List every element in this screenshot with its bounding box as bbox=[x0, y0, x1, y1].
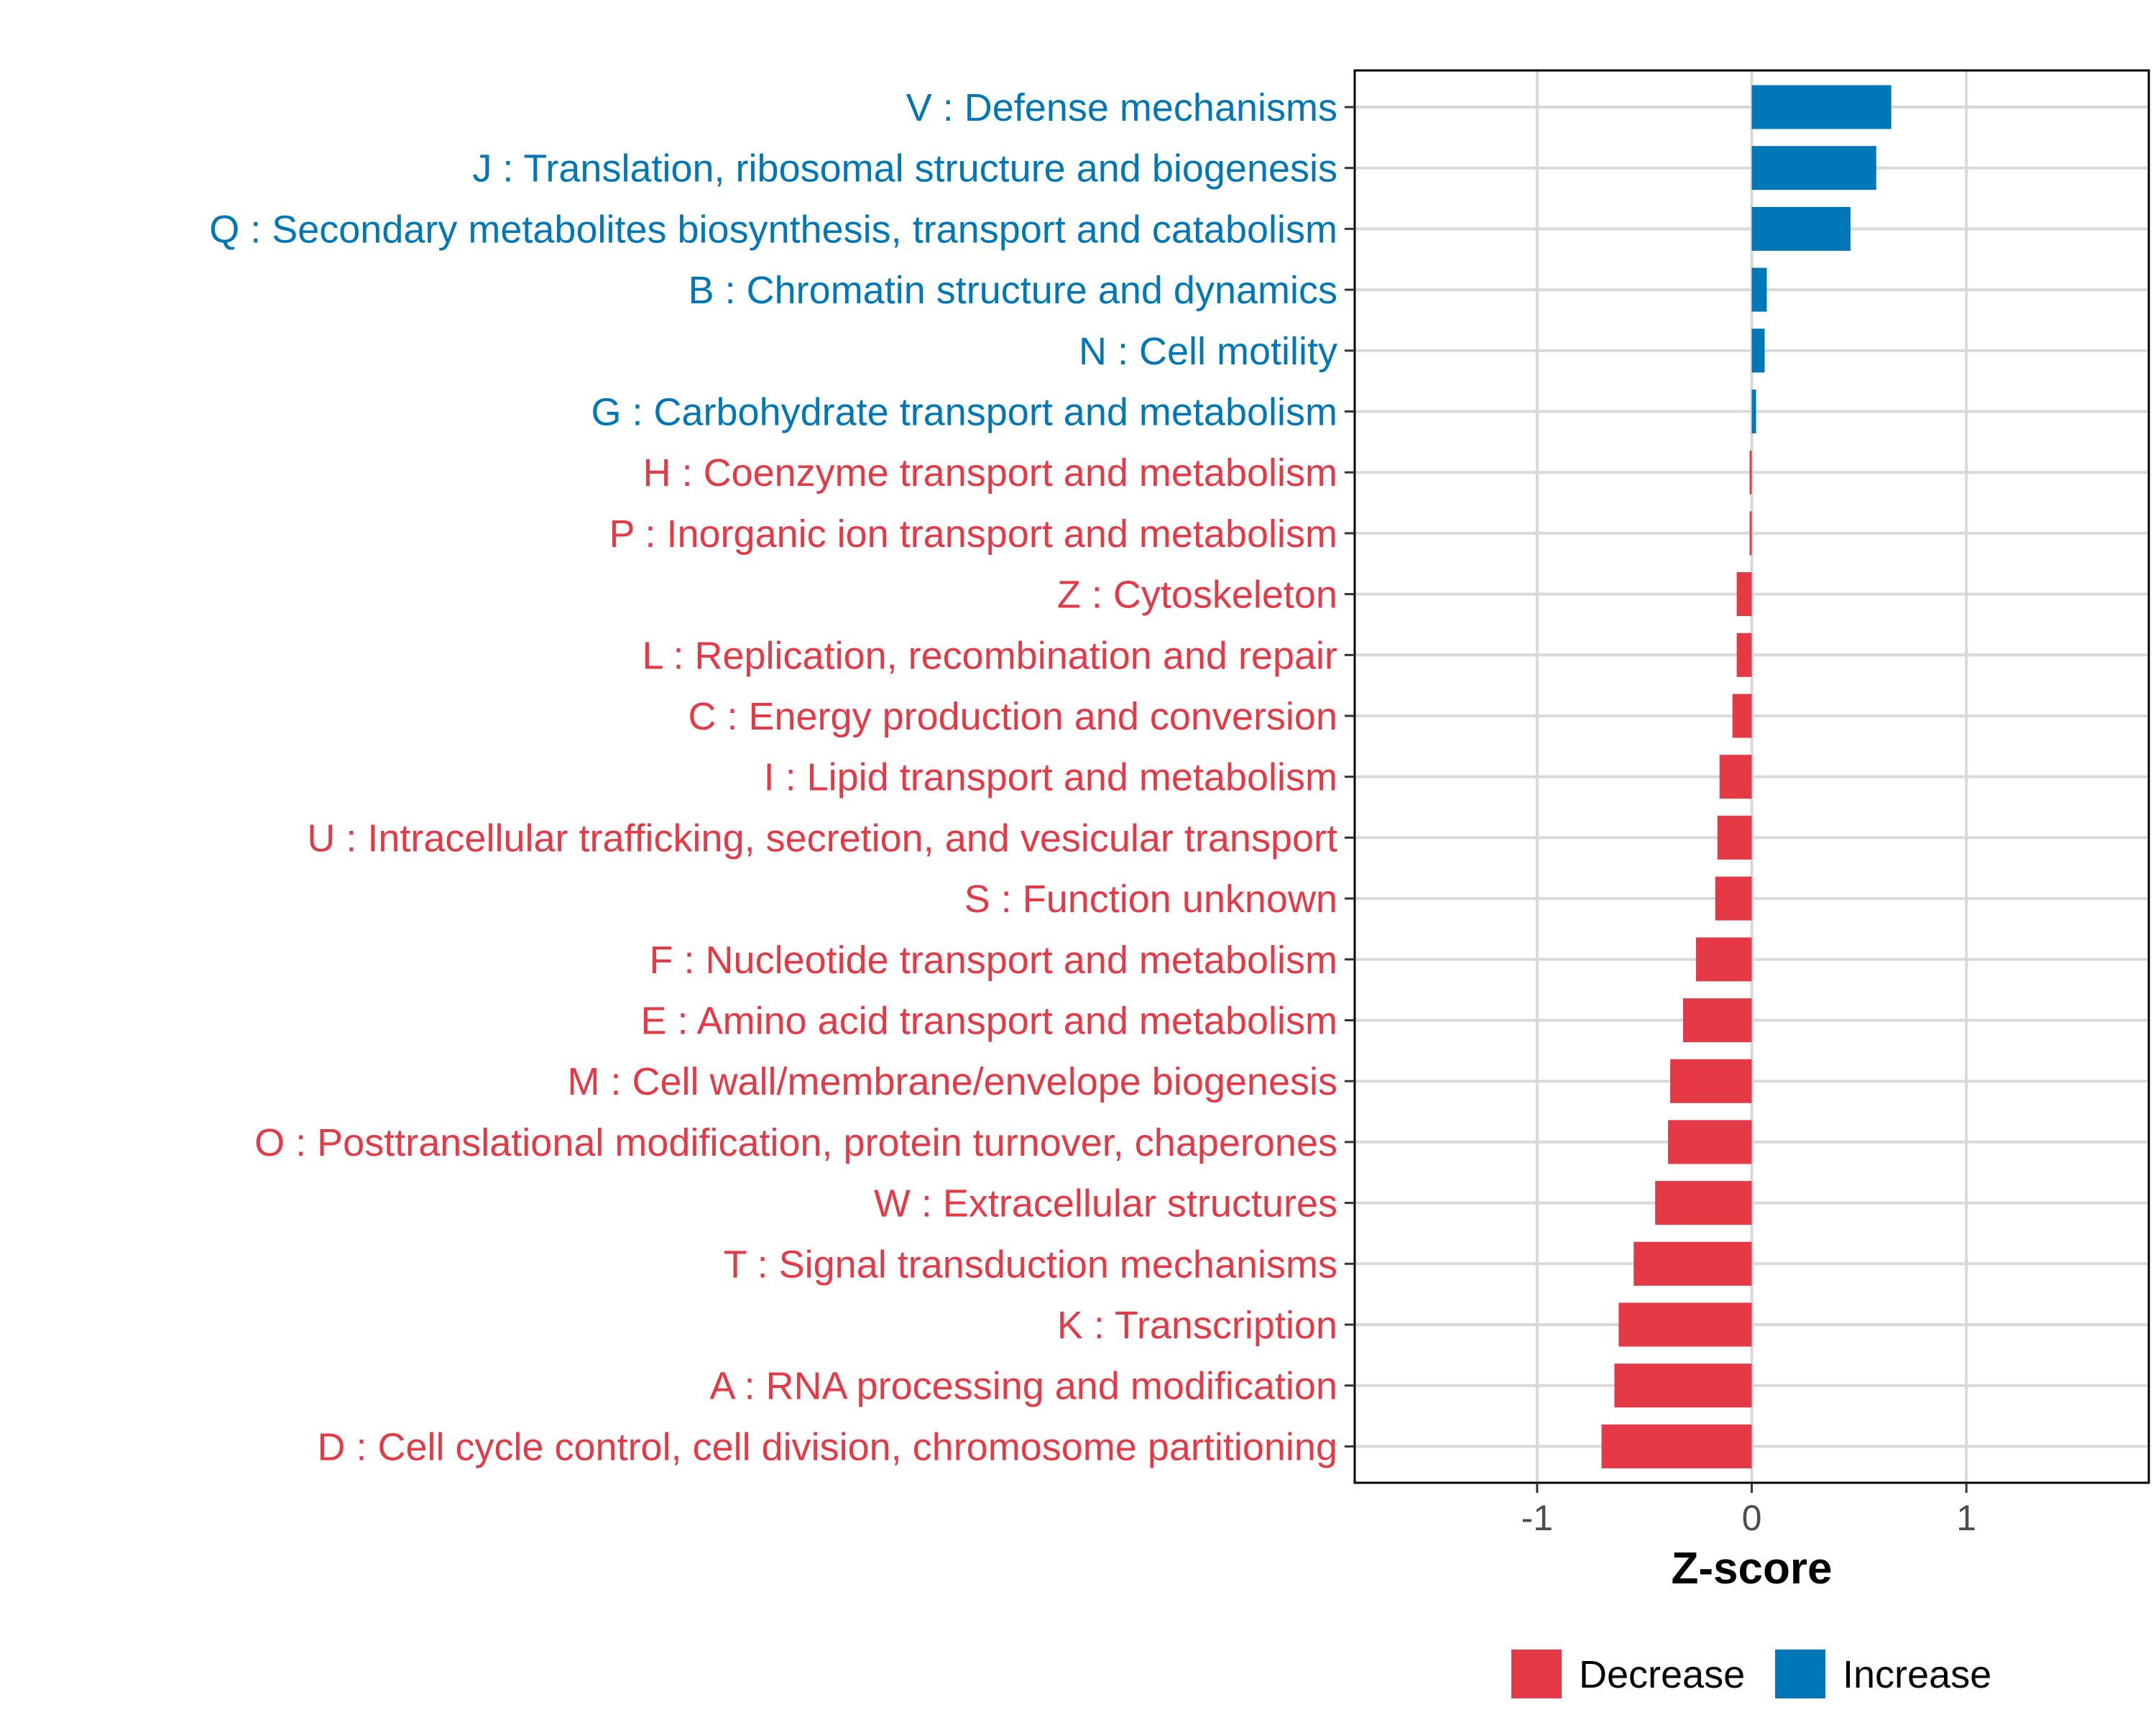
x-tick-label: 1 bbox=[1956, 1498, 1976, 1538]
y-tick-label: Z : Cytoskeleton bbox=[1057, 574, 1337, 617]
bar bbox=[1736, 632, 1752, 677]
bar bbox=[1601, 1424, 1752, 1468]
bar bbox=[1732, 694, 1752, 738]
y-axis: V : Defense mechanisms J : Translation, r… bbox=[209, 86, 1355, 1468]
y-tick-label: T : Signal transduction mechanisms bbox=[724, 1243, 1337, 1286]
x-tick-label: 0 bbox=[1742, 1498, 1762, 1538]
x-axis: -1 0 1 bbox=[1521, 1483, 1976, 1538]
legend-key bbox=[1511, 1650, 1562, 1698]
bar bbox=[1682, 998, 1752, 1042]
bar bbox=[1751, 328, 1765, 373]
bar bbox=[1618, 1302, 1752, 1347]
bar bbox=[1715, 876, 1752, 921]
y-tick-label: O : Posttranslational modification, prot… bbox=[254, 1121, 1337, 1164]
y-tick-label: U : Intracellular trafficking, secretion… bbox=[307, 816, 1337, 860]
y-tick-label: A : RNA processing and modification bbox=[710, 1365, 1337, 1408]
y-tick-label: B : Chromatin structure and dynamics bbox=[688, 269, 1337, 312]
bar bbox=[1668, 1120, 1752, 1164]
bar bbox=[1751, 146, 1876, 190]
y-tick-label: Q : Secondary metabolites biosynthesis, … bbox=[209, 208, 1337, 251]
bar bbox=[1749, 450, 1752, 494]
y-tick-label: C : Energy production and conversion bbox=[688, 695, 1337, 738]
y-tick-label: G : Carbohydrate transport and metabolis… bbox=[591, 391, 1338, 434]
bar bbox=[1670, 1059, 1752, 1103]
bar bbox=[1655, 1181, 1752, 1225]
y-tick-label: N : Cell motility bbox=[1079, 330, 1337, 373]
y-tick-label: H : Coenzyme transport and metabolism bbox=[643, 451, 1337, 494]
bar bbox=[1717, 815, 1752, 860]
x-axis-title: Z-score bbox=[1672, 1544, 1833, 1593]
legend: Decrease Increase bbox=[1511, 1650, 1991, 1698]
legend-key bbox=[1775, 1650, 1825, 1698]
legend-label: Decrease bbox=[1579, 1653, 1745, 1696]
bar bbox=[1719, 755, 1752, 799]
y-tick-label: E : Amino acid transport and metabolism bbox=[641, 1000, 1337, 1043]
bar bbox=[1634, 1241, 1752, 1286]
y-tick-label: W : Extracellular structures bbox=[874, 1182, 1337, 1225]
bars bbox=[1601, 85, 1892, 1468]
bar bbox=[1695, 937, 1752, 982]
y-tick-label: V : Defense mechanisms bbox=[906, 86, 1337, 129]
bar bbox=[1751, 85, 1892, 129]
y-tick-label: I : Lipid transport and metabolism bbox=[764, 756, 1337, 799]
bar bbox=[1736, 572, 1752, 617]
bar bbox=[1614, 1363, 1752, 1408]
x-tick-label: -1 bbox=[1521, 1498, 1553, 1538]
y-tick-label: S : Function unknown bbox=[964, 878, 1337, 921]
bar bbox=[1751, 206, 1851, 251]
legend-label: Increase bbox=[1843, 1653, 1991, 1696]
y-tick-label: J : Translation, ribosomal structure and… bbox=[472, 147, 1337, 190]
y-tick-label: P : Inorganic ion transport and metaboli… bbox=[609, 512, 1337, 556]
y-tick-label: D : Cell cycle control, cell division, c… bbox=[317, 1425, 1337, 1468]
y-tick-label: M : Cell wall/membrane/envelope biogenes… bbox=[567, 1060, 1337, 1103]
bar bbox=[1749, 511, 1752, 556]
bar bbox=[1751, 267, 1767, 312]
y-tick-label: F : Nucleotide transport and metabolism bbox=[650, 939, 1337, 982]
bar bbox=[1751, 390, 1756, 433]
y-tick-label: L : Replication, recombination and repai… bbox=[642, 634, 1337, 677]
y-tick-label: K : Transcription bbox=[1057, 1304, 1337, 1347]
